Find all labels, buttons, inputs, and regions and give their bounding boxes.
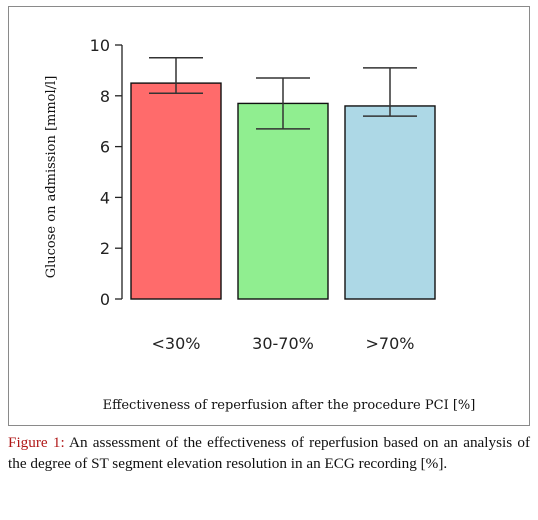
- y-axis-label: Glucose on admission [mmol/l]: [44, 76, 59, 279]
- error-bars-group: [149, 56, 417, 130]
- category-label: <30%: [152, 334, 201, 353]
- y-tick-label: 10: [90, 36, 110, 55]
- caption-label: Figure 1:: [8, 434, 65, 451]
- y-tick-label: 0: [100, 290, 110, 309]
- y-tick-label: 4: [100, 188, 110, 207]
- bars-group: [130, 82, 436, 300]
- bar: [344, 105, 436, 300]
- bar-chart: 0 2 4 6 8 10 <30% 30-70% >70% Glucose on admiss…: [44, 36, 476, 413]
- bar: [130, 82, 222, 300]
- caption-text: An assessment of the effectiveness of re…: [8, 434, 531, 472]
- y-tick-label: 8: [100, 87, 110, 106]
- y-tick-label: 2: [100, 239, 110, 258]
- y-tick-label: 6: [100, 138, 110, 157]
- bar: [237, 102, 329, 300]
- x-axis-label: Effectiveness of reperfusion after the p…: [103, 398, 476, 413]
- figure-caption: Figure 1: An assessment of the effective…: [8, 432, 530, 474]
- category-label: >70%: [366, 334, 415, 353]
- category-label: 30-70%: [252, 334, 314, 353]
- chart-frame: 0 2 4 6 8 10 <30% 30-70% >70% Glucose on admiss…: [8, 6, 530, 426]
- y-axis: 0 2 4 6 8 10: [90, 36, 123, 309]
- category-labels-group: <30% 30-70% >70%: [152, 334, 415, 353]
